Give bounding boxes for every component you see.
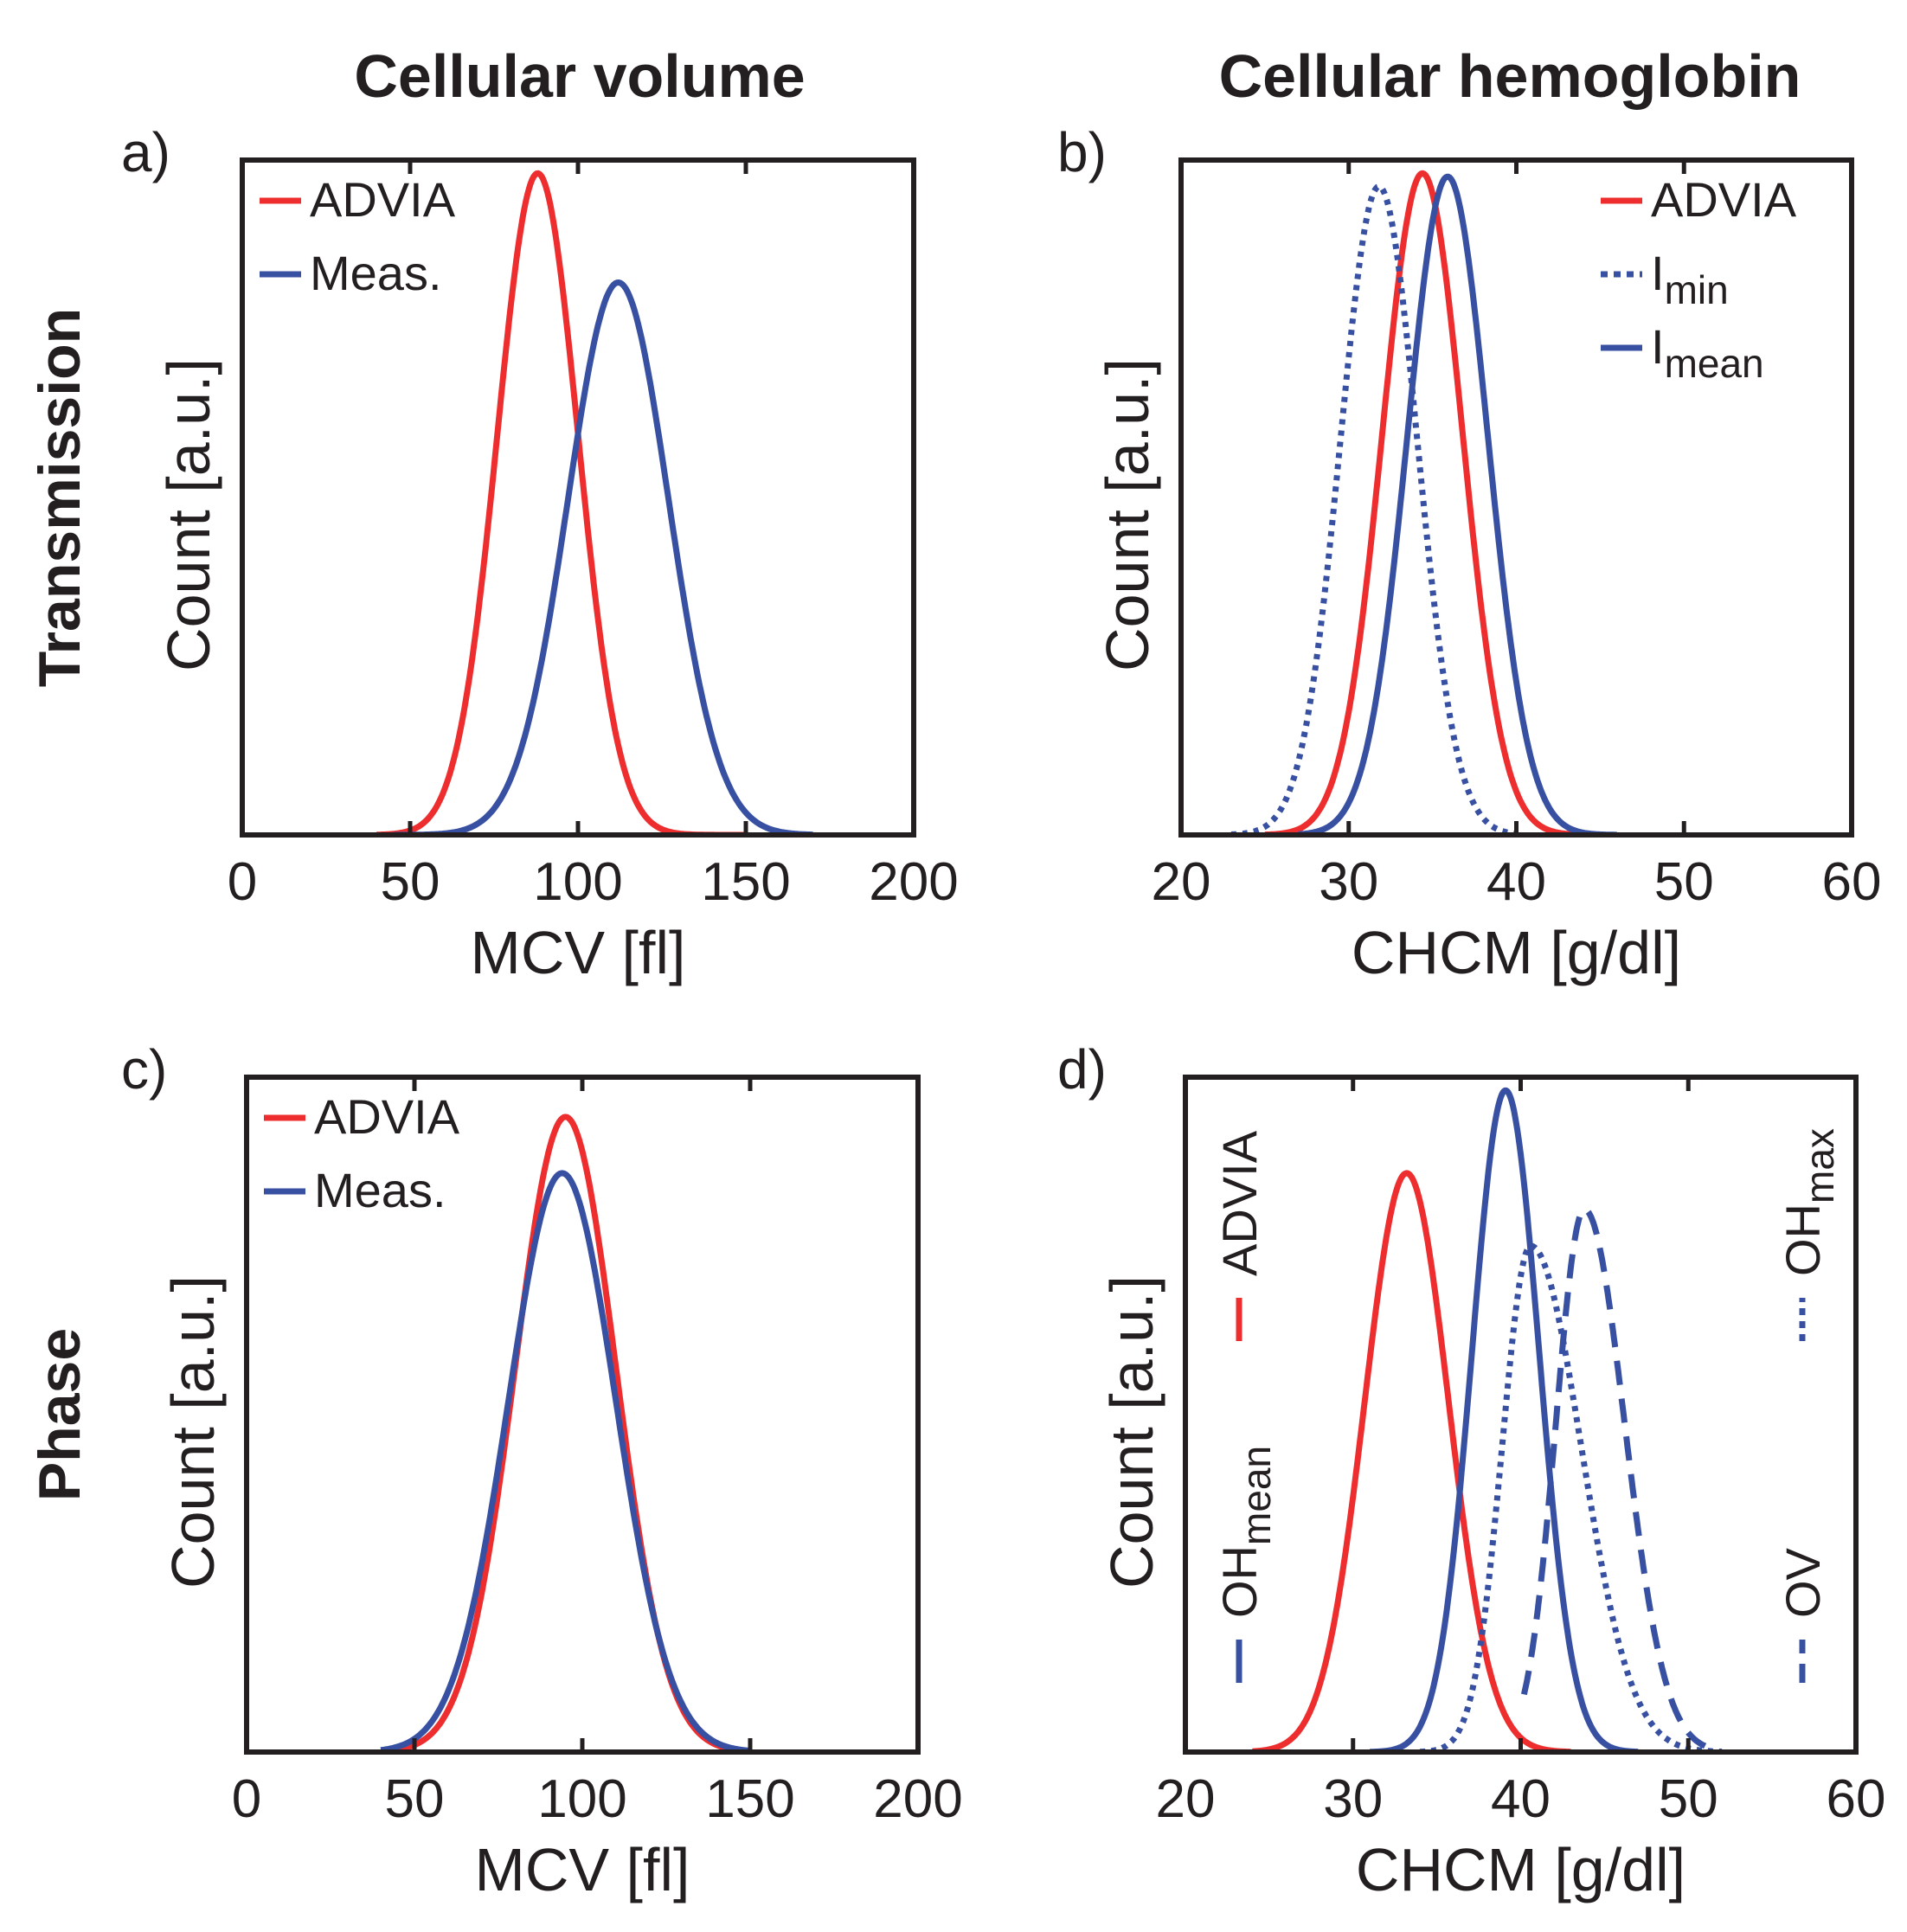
x-tick-label-d-40: 40	[1491, 1769, 1551, 1829]
legend-label-ohmax: OHmax	[1775, 1128, 1842, 1276]
x-tick-label-c-150: 150	[705, 1769, 794, 1829]
x-axis-label-a: MCV [fl]	[471, 919, 686, 986]
series-line-ov	[1520, 1206, 1708, 1749]
series-line-meas	[392, 279, 815, 835]
series-line-ohmean	[1367, 1087, 1641, 1752]
series-group-d	[1250, 1087, 1724, 1752]
y-axis-label-c: Count [a.u.]	[159, 1275, 227, 1589]
panel-label-a: a)	[121, 121, 170, 183]
x-tick-label-a-150: 150	[701, 852, 790, 912]
axes-frame-b	[1178, 157, 1854, 838]
y-axis-label-d: Count [a.u.]	[1098, 1275, 1165, 1589]
row-title-transmission: Transmission	[27, 308, 93, 687]
x-tick-label-a-100: 100	[533, 852, 622, 912]
legend-c: ADVIA Meas.	[264, 1089, 460, 1217]
x-tick-label-b-60: 60	[1822, 852, 1882, 912]
legend-b: ADVIA Imin Imean	[1601, 172, 1797, 386]
series-group-a	[375, 170, 815, 835]
x-axis-label-d: CHCM [g/dl]	[1356, 1836, 1685, 1903]
y-axis-label-b: Count [a.u.]	[1094, 358, 1161, 671]
series-line-imean	[1296, 173, 1619, 835]
legend-label-ov: OV	[1775, 1547, 1830, 1618]
legend-label-meas: Meas.	[314, 1163, 446, 1217]
panel-label-b: b)	[1057, 121, 1107, 183]
panel-c: c) 0 50 100 150 200 MCV [fl] Count [a.u.] ADVIA M…	[121, 1038, 963, 1903]
x-tick-label-b-20: 20	[1152, 852, 1211, 912]
legend-label-advia: ADVIA	[310, 172, 456, 227]
x-tick-label-b-30: 30	[1319, 852, 1378, 912]
series-group-b	[1230, 170, 1619, 835]
x-tick-label-d-30: 30	[1323, 1769, 1383, 1829]
y-axis-label-a: Count [a.u.]	[155, 358, 222, 671]
x-tick-label-d-60: 60	[1827, 1769, 1886, 1829]
x-tick-label-c-100: 100	[537, 1769, 626, 1829]
legend-label-advia: ADVIA	[1651, 172, 1797, 227]
x-tick-label-b-40: 40	[1486, 852, 1546, 912]
panel-a: a) 0 50 100 150 200 MCV [fl] Count [a.u.] ADVIA M…	[121, 121, 959, 986]
series-line-advia	[1263, 170, 1602, 835]
x-tick-label-a-200: 200	[869, 852, 958, 912]
x-axis-label-b: CHCM [g/dl]	[1352, 919, 1681, 986]
x-tick-label-c-50: 50	[385, 1769, 445, 1829]
x-tick-label-b-50: 50	[1654, 852, 1714, 912]
legend-d: ADVIA OHmean OHmax OV	[1212, 1128, 1842, 1683]
panel-label-c: c)	[121, 1038, 167, 1101]
x-tick-label-d-20: 20	[1156, 1769, 1216, 1829]
x-tick-label-c-200: 200	[873, 1769, 962, 1829]
panel-label-d: d)	[1057, 1038, 1107, 1101]
row-title-phase: Phase	[27, 1328, 93, 1501]
legend-label-advia: ADVIA	[1212, 1130, 1267, 1276]
x-tick-label-d-50: 50	[1659, 1769, 1718, 1829]
series-line-meas	[379, 1170, 752, 1752]
x-axis-label-c: MCV [fl]	[475, 1836, 690, 1903]
series-line-advia	[1250, 1170, 1573, 1752]
legend-a: ADVIA Meas.	[260, 172, 456, 300]
series-line-ohmax	[1418, 1242, 1724, 1752]
legend-label-advia: ADVIA	[314, 1089, 460, 1144]
column-title-hemoglobin: Cellular hemoglobin	[1219, 42, 1801, 110]
panel-d: d) 20 30 40 50 60 CHCM [g/dl] Count [a.u.] ADVIA…	[1057, 1038, 1885, 1903]
legend-label-imin: Imin	[1651, 246, 1729, 312]
series-line-imin	[1230, 183, 1519, 835]
legend-label-imean: Imean	[1651, 319, 1764, 386]
x-tick-label-a-50: 50	[381, 852, 440, 912]
column-title-volume: Cellular volume	[354, 42, 805, 110]
x-tick-label-a-0: 0	[228, 852, 257, 912]
legend-label-meas: Meas.	[310, 246, 442, 300]
legend-label-ohmean: OHmean	[1212, 1446, 1279, 1618]
series-group-c	[379, 1114, 752, 1752]
panel-b: b) 20 30 40 50 60 CHCM [g/dl] Count [a.u.] ADVIA…	[1057, 121, 1881, 986]
x-tick-label-c-0: 0	[232, 1769, 261, 1829]
